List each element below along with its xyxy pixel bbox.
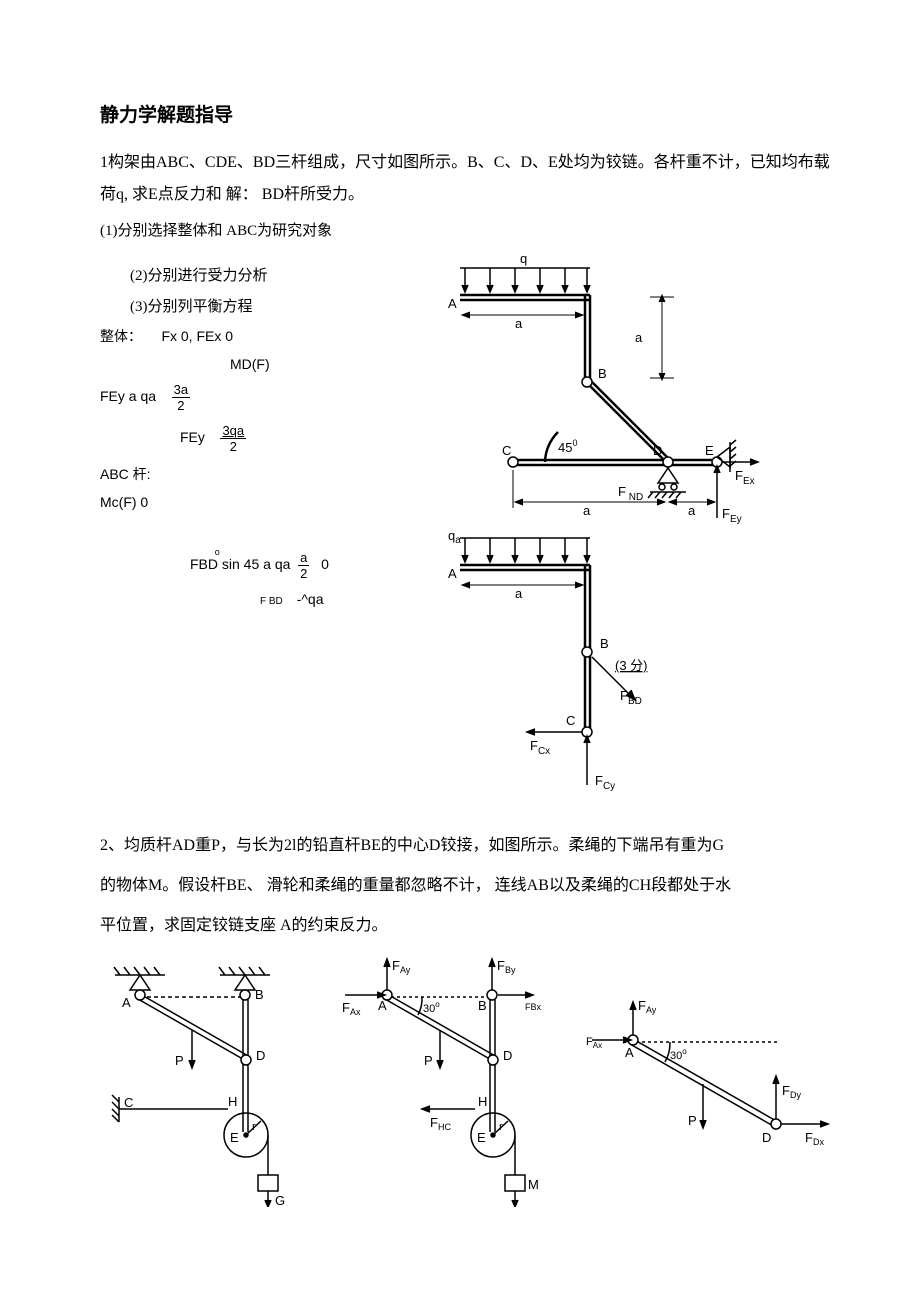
svg-text:a: a xyxy=(635,330,643,345)
svg-text:FAy: FAy xyxy=(638,998,657,1015)
svg-text:A: A xyxy=(122,995,131,1010)
svg-text:FBy: FBy xyxy=(497,958,516,975)
svg-text:a: a xyxy=(688,503,696,518)
p1-eq-md: MD(F) xyxy=(230,356,410,372)
svg-text:P: P xyxy=(424,1053,433,1068)
svg-text:H: H xyxy=(478,1094,487,1109)
svg-text:M: M xyxy=(528,1177,539,1192)
svg-text:q: q xyxy=(520,251,527,266)
svg-text:A: A xyxy=(448,566,457,581)
svg-text:FAx: FAx xyxy=(586,1036,602,1050)
svg-text:a: a xyxy=(515,316,523,331)
svg-text:A: A xyxy=(448,296,457,311)
svg-text:P: P xyxy=(175,1053,184,1068)
p1-figure-abc: qa A a B (3 分) FBD C FCx FCy xyxy=(410,520,760,800)
svg-text:FAx: FAx xyxy=(342,1000,361,1017)
svg-text:C: C xyxy=(502,443,511,458)
svg-text:a: a xyxy=(583,503,591,518)
p1-whole-label: 整体： Fx 0, FEx 0 xyxy=(100,326,410,346)
svg-text:D: D xyxy=(653,443,662,458)
svg-text:FBx: FBx xyxy=(525,1002,542,1012)
p1-eq-mc: Mc(F) 0 xyxy=(100,494,410,510)
svg-text:30o: 30o xyxy=(670,1047,687,1062)
svg-text:B: B xyxy=(598,366,607,381)
svg-text:E: E xyxy=(477,1130,486,1145)
p2-figure-a: A B P D C H E r G xyxy=(100,957,320,1207)
p1-eq-fbd1: FBD sin 45 a qa a2 0 o xyxy=(190,550,410,581)
svg-text:H: H xyxy=(228,1094,237,1109)
svg-text:FHC: FHC xyxy=(430,1115,451,1132)
svg-text:450: 450 xyxy=(558,438,577,455)
svg-text:A: A xyxy=(625,1045,634,1060)
svg-text:A: A xyxy=(378,998,387,1013)
p2-q1: 2、均质杆AD重P，与长为2l的铅直杆BE的中心D铰接，如图所示。柔绳的下端吊有… xyxy=(100,830,840,862)
svg-text:r: r xyxy=(499,1121,503,1133)
svg-text:G: G xyxy=(275,1193,285,1207)
svg-text:B: B xyxy=(255,987,264,1002)
p1-step2: (2)分别进行受力分析 xyxy=(130,264,410,285)
p2-figure-b: FAy FAx A 30o FBy B FBx P D H FHC E r M xyxy=(330,957,570,1207)
svg-text:E: E xyxy=(230,1130,239,1145)
svg-text:FCx: FCx xyxy=(530,738,550,757)
p1-eq-fey2: FEy 3qa2 xyxy=(180,423,410,454)
svg-text:FDx: FDx xyxy=(805,1130,824,1147)
svg-text:D: D xyxy=(762,1130,771,1145)
p1-eq-fbd2: F BD -^qa xyxy=(260,591,410,607)
svg-text:r: r xyxy=(252,1121,256,1133)
svg-text:FDy: FDy xyxy=(782,1083,801,1100)
svg-text:D: D xyxy=(256,1048,265,1063)
svg-text:C: C xyxy=(124,1095,133,1110)
p2-q3: 平位置，求固定铰链支座 A的约束反力。 xyxy=(100,910,840,942)
svg-text:D: D xyxy=(503,1048,512,1063)
p1-abc-label: ABC 杆: xyxy=(100,464,410,484)
svg-text:C: C xyxy=(566,713,575,728)
p1-step3: (3)分别列平衡方程 xyxy=(130,295,410,316)
p2-q2: 的物体M。假设杆BE、 滑轮和柔绳的重量都忽略不计， 连线AB以及柔绳的CH段都… xyxy=(100,870,840,902)
p1-eq-fey1: FEy a qa 3a2 xyxy=(100,382,410,413)
svg-text:P: P xyxy=(688,1113,697,1128)
svg-text:qa: qa xyxy=(448,528,461,546)
svg-text:FEx: FEx xyxy=(735,468,755,487)
svg-text:a: a xyxy=(515,586,523,601)
p1-question: 1构架由ABC、CDE、BD三杆组成，尺寸如图所示。B、C、D、E处均为铰链。各… xyxy=(100,147,840,211)
svg-text:(3 分): (3 分) xyxy=(615,658,648,673)
svg-text:B: B xyxy=(600,636,609,651)
svg-text:FAy: FAy xyxy=(392,958,411,975)
svg-text:30o: 30o xyxy=(423,1000,440,1015)
p2-figure-c: FAy FAx A 30o P FDy D FDx xyxy=(580,997,840,1177)
page-title: 静力学解题指导 xyxy=(100,100,840,127)
svg-text:F ND: F ND xyxy=(618,484,643,503)
svg-text:E: E xyxy=(705,443,714,458)
svg-text:B: B xyxy=(478,998,487,1013)
p1-step1: (1)分别选择整体和 ABC为研究对象 xyxy=(100,219,840,240)
svg-text:FCy: FCy xyxy=(595,773,615,792)
